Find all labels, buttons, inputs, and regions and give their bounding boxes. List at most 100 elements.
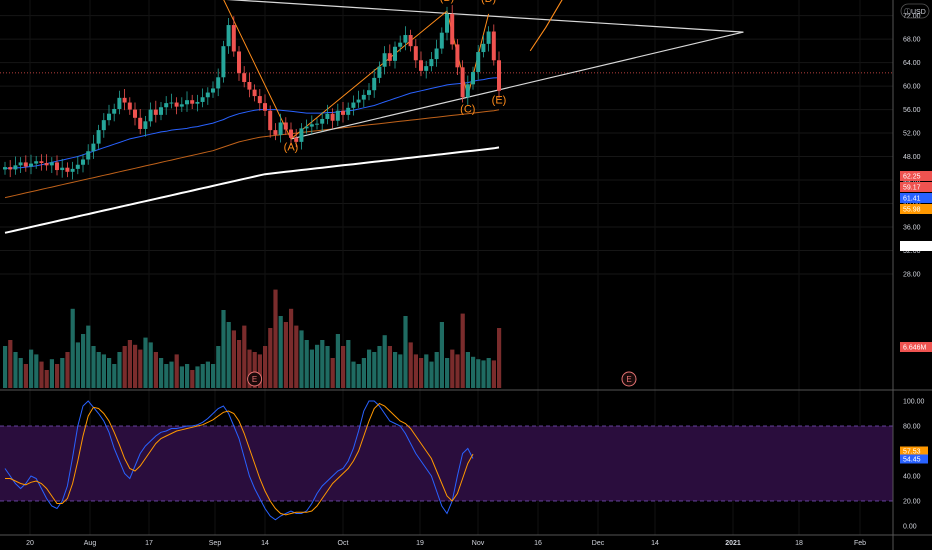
candle-body bbox=[231, 25, 236, 52]
price-tag-box bbox=[900, 204, 932, 214]
price-tick-label: 68.00 bbox=[903, 37, 921, 44]
candle-body bbox=[3, 167, 7, 170]
volume-bar bbox=[164, 364, 169, 388]
time-tick-label: Dec bbox=[592, 540, 605, 547]
candle-body bbox=[107, 113, 111, 121]
volume-bar bbox=[273, 289, 278, 388]
volume-bar bbox=[34, 354, 39, 388]
volume-bar bbox=[268, 328, 273, 388]
price-tag[interactable]: 6.646M bbox=[900, 342, 932, 352]
time-tick-label: Sep bbox=[209, 540, 222, 547]
wave-labels: (A) (B) (C) (D) (E) E E bbox=[247, 0, 637, 387]
candle-body bbox=[122, 97, 127, 103]
volume-bar bbox=[91, 346, 96, 388]
price-tag-label: 6.646M bbox=[903, 345, 927, 352]
candle-body bbox=[491, 31, 496, 61]
candle-body bbox=[346, 107, 351, 115]
price-tag[interactable]: 49.55 bbox=[900, 241, 932, 251]
volume-bar bbox=[3, 346, 8, 388]
candle-body bbox=[221, 46, 226, 78]
volume-bar bbox=[351, 361, 356, 388]
candle-body bbox=[387, 53, 392, 61]
stoch-tag[interactable]: 57.53 bbox=[900, 446, 928, 456]
candle-body bbox=[330, 113, 335, 121]
candle-body bbox=[439, 32, 444, 49]
earnings-marker bbox=[621, 371, 637, 387]
volume-bar bbox=[408, 342, 413, 388]
candle-body bbox=[18, 162, 23, 166]
candle-body bbox=[263, 103, 267, 111]
stochastic-pane bbox=[0, 400, 893, 521]
wave-label: (C) bbox=[460, 104, 475, 116]
volume-bar bbox=[127, 340, 132, 388]
volume-bar bbox=[179, 366, 184, 388]
volume-bar bbox=[101, 354, 106, 388]
volume-bar bbox=[138, 349, 143, 388]
candle-body bbox=[91, 143, 96, 152]
candle-body bbox=[315, 123, 319, 125]
stoch-tag-box bbox=[900, 446, 928, 456]
candle-body bbox=[367, 90, 371, 95]
volume-bar bbox=[44, 370, 49, 388]
candle-body bbox=[382, 53, 387, 67]
stoch-tag-box bbox=[900, 454, 928, 464]
volume-bar bbox=[133, 344, 138, 388]
price-tag[interactable]: 62.25 bbox=[900, 171, 932, 181]
price-tick-label: 32.00 bbox=[903, 248, 921, 255]
volume-bar bbox=[419, 358, 424, 388]
volume-bar bbox=[455, 354, 460, 388]
stoch-tag[interactable]: 54.45 bbox=[900, 454, 928, 464]
volume-bar bbox=[237, 340, 242, 388]
candlesticks bbox=[3, 5, 501, 180]
price-tag-box bbox=[900, 342, 932, 352]
candle-body bbox=[226, 25, 231, 47]
volume-bar bbox=[372, 352, 377, 388]
price-tag[interactable]: 61.41 bbox=[900, 193, 932, 203]
volume-bar bbox=[195, 366, 200, 388]
candle-body bbox=[424, 66, 429, 71]
candle-body bbox=[320, 118, 325, 124]
price-tag-label: 61.41 bbox=[903, 196, 921, 203]
candle-body bbox=[211, 88, 215, 93]
candle-body bbox=[450, 13, 455, 45]
time-tick-label: 14 bbox=[261, 540, 269, 547]
candle-body bbox=[13, 165, 18, 170]
volume-bar bbox=[159, 358, 164, 388]
volume-bar bbox=[445, 358, 450, 388]
currency-badge[interactable]: ⓘ USD bbox=[900, 3, 930, 19]
candle-body bbox=[237, 51, 241, 74]
time-tick-label: Nov bbox=[472, 540, 485, 547]
candle-body bbox=[200, 97, 205, 102]
candle-body bbox=[70, 168, 75, 172]
candle-body bbox=[65, 167, 70, 172]
price-tick-label: 60.00 bbox=[903, 84, 921, 91]
candle-body bbox=[273, 130, 278, 135]
volume-bar bbox=[429, 361, 434, 388]
stoch-tag-label: 54.45 bbox=[903, 457, 921, 464]
candle-body bbox=[481, 43, 486, 53]
volume-bar bbox=[13, 352, 18, 388]
candle-body bbox=[471, 72, 475, 85]
volume-bar bbox=[471, 356, 476, 388]
candle-body bbox=[278, 122, 283, 135]
candle-body bbox=[86, 151, 91, 160]
volume-bar bbox=[190, 370, 195, 388]
price-tick-label: 56.00 bbox=[903, 107, 921, 114]
volume-bar bbox=[153, 352, 158, 388]
volume-bar bbox=[169, 361, 174, 388]
trendline-upper bbox=[226, 0, 744, 33]
stoch-tick-label: 100.00 bbox=[903, 399, 925, 406]
price-tag[interactable]: 55.98 bbox=[900, 204, 932, 214]
volume-bar bbox=[460, 313, 465, 388]
price-tag[interactable]: 59.17 bbox=[900, 182, 932, 192]
volume-bar bbox=[200, 364, 205, 388]
volume-bar bbox=[393, 352, 398, 388]
candle-body bbox=[299, 128, 304, 142]
candle-body bbox=[143, 121, 148, 129]
volume-bar bbox=[289, 308, 294, 388]
candle-body bbox=[247, 81, 252, 90]
volume-bar bbox=[86, 325, 91, 388]
volume-bar bbox=[387, 346, 392, 388]
volume-bar bbox=[403, 316, 408, 388]
